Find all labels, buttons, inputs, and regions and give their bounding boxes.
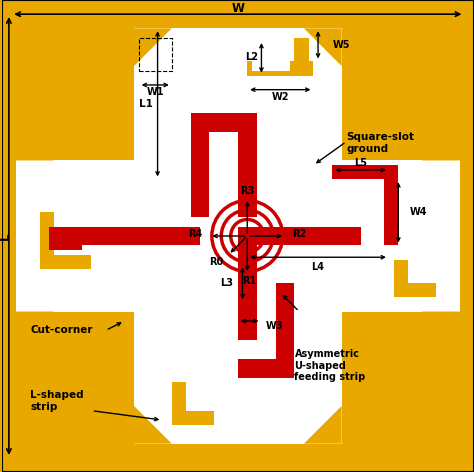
Text: W3: W3 xyxy=(266,320,283,331)
Text: L5: L5 xyxy=(354,158,367,168)
Bar xyxy=(252,61,290,71)
Polygon shape xyxy=(304,406,342,444)
Bar xyxy=(139,38,172,71)
Bar xyxy=(172,382,186,425)
Bar xyxy=(247,61,313,76)
Polygon shape xyxy=(134,406,172,444)
Text: L-shaped
strip: L-shaped strip xyxy=(30,390,84,412)
Text: R1: R1 xyxy=(243,276,257,286)
Text: W4: W4 xyxy=(410,207,428,218)
Circle shape xyxy=(240,229,255,243)
Bar xyxy=(39,212,54,269)
Bar xyxy=(238,227,257,340)
Polygon shape xyxy=(16,312,54,349)
Polygon shape xyxy=(304,28,342,66)
Text: L2: L2 xyxy=(246,51,258,62)
Text: Cut-corner: Cut-corner xyxy=(30,325,92,336)
Polygon shape xyxy=(134,28,172,66)
Polygon shape xyxy=(422,123,460,160)
Bar xyxy=(16,160,144,312)
Bar xyxy=(172,411,214,425)
Text: R2: R2 xyxy=(292,228,306,239)
Bar xyxy=(238,113,257,217)
Polygon shape xyxy=(16,123,54,160)
Bar xyxy=(238,359,294,378)
Bar xyxy=(49,236,82,250)
Text: W5: W5 xyxy=(332,40,350,50)
Bar xyxy=(393,283,436,297)
Bar xyxy=(384,165,398,245)
Bar xyxy=(332,160,460,312)
Bar xyxy=(294,38,309,76)
Text: R4: R4 xyxy=(188,228,202,239)
Text: W1: W1 xyxy=(146,87,164,97)
Bar xyxy=(134,160,342,312)
Text: Asymmetric
U-shaped
feeding strip: Asymmetric U-shaped feeding strip xyxy=(294,349,366,382)
Bar xyxy=(134,293,342,444)
Bar xyxy=(247,227,361,245)
Bar xyxy=(275,283,294,378)
Bar xyxy=(191,113,257,132)
Text: L3: L3 xyxy=(220,278,233,288)
Text: W: W xyxy=(231,2,244,15)
Text: L1: L1 xyxy=(139,99,153,109)
Text: R3: R3 xyxy=(240,186,255,196)
Text: W2: W2 xyxy=(272,92,289,102)
Text: L: L xyxy=(0,232,12,240)
Bar xyxy=(39,255,91,269)
Text: L4: L4 xyxy=(311,261,325,272)
Bar xyxy=(191,113,210,217)
Text: R0: R0 xyxy=(210,257,224,267)
Bar xyxy=(393,260,408,297)
Text: Square-slot
ground: Square-slot ground xyxy=(346,132,414,154)
Bar xyxy=(134,28,342,179)
Polygon shape xyxy=(422,312,460,349)
Bar xyxy=(332,165,398,179)
Bar xyxy=(49,227,200,245)
